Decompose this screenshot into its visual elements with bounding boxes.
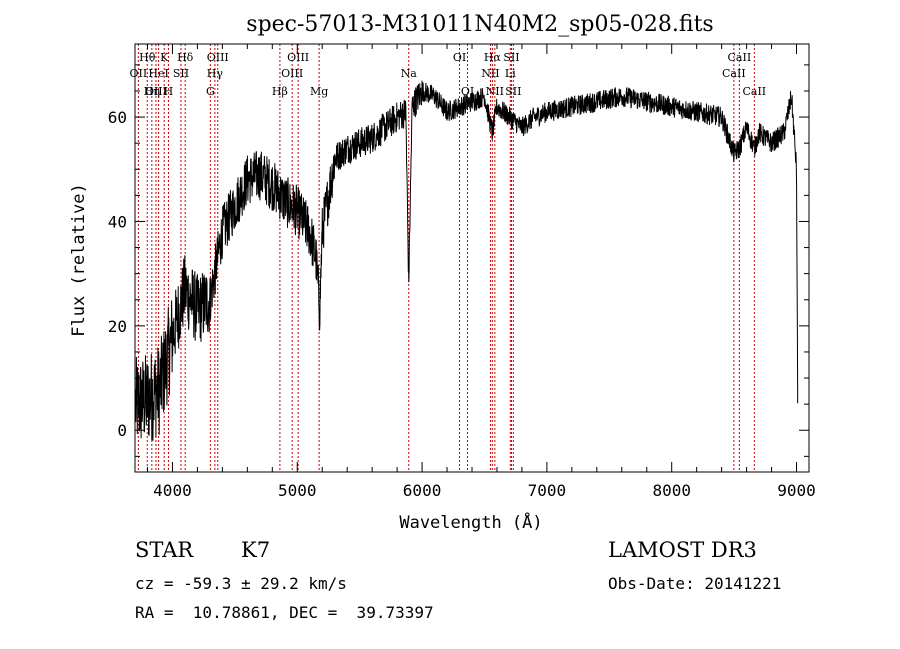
line-label-hη: Hη [144, 85, 160, 98]
line-label-oiii: OIII [145, 85, 167, 98]
line-label-caii: CaII [742, 85, 766, 98]
x-tick-label: 8000 [652, 481, 691, 500]
line-label-mg: Mg [310, 85, 328, 98]
line-label-caii: CaII [728, 51, 752, 64]
line-label-hγ: Hγ [207, 67, 224, 80]
redshift-cz: cz = -59.3 ± 29.2 km/s [135, 574, 347, 593]
line-label-caii: CaII [722, 67, 746, 80]
y-tick-label: 20 [108, 317, 127, 336]
line-label-oii: OII [130, 67, 148, 80]
line-label-sii: SII [503, 51, 519, 64]
x-tick-label: 4000 [153, 481, 192, 500]
x-axis-label: Wavelength (Å) [399, 511, 542, 533]
y-axis-ticks: 0 20 40 60 [108, 64, 809, 457]
line-label-g: G [206, 85, 215, 98]
coordinates: RA = 10.78861, DEC = 39.73397 [135, 603, 434, 622]
line-label-sii: SII [505, 85, 521, 98]
object-class: STAR [135, 538, 194, 562]
line-label-h: H [164, 85, 174, 98]
line-label-sii: SII [173, 67, 189, 80]
y-axis-label: Flux (relative) [69, 183, 89, 337]
x-tick-label: 9000 [777, 481, 816, 500]
chart-title: spec-57013-M31011N40M2_sp05-028.fits [246, 12, 713, 37]
object-subclass: K7 [241, 538, 271, 562]
y-tick-label: 60 [108, 108, 127, 127]
line-label-oi: OI [453, 51, 466, 64]
line-label-oiii: OIII [281, 67, 303, 80]
spectral-line-labels: OIIHθHηOIIIHeIKHSIIHδGHγOIIIHβOIIIOIIIMg… [130, 51, 767, 98]
line-label-na: Na [401, 67, 418, 80]
y-tick-label: 40 [108, 212, 127, 231]
line-label-oiii: OIII [207, 51, 229, 64]
line-label-hα: Hα [484, 51, 502, 64]
spectrum-line [135, 80, 799, 441]
line-label-hβ: Hβ [272, 85, 288, 98]
line-label-hδ: Hδ [177, 51, 194, 64]
x-tick-label: 5000 [278, 481, 317, 500]
line-label-nii: NII [481, 67, 499, 80]
y-tick-label: 0 [117, 421, 127, 440]
line-label-hθ: Hθ [139, 51, 156, 64]
survey-name: LAMOST DR3 [608, 538, 757, 562]
line-label-hei: HeI [148, 67, 168, 80]
line-label-oiii: OIII [287, 51, 309, 64]
line-label-nii: NII [486, 85, 504, 98]
line-label-li: Li [505, 67, 516, 80]
x-tick-label: 7000 [528, 481, 567, 500]
x-tick-label: 6000 [403, 481, 442, 500]
observation-date: Obs-Date: 20141221 [608, 574, 782, 593]
x-axis-ticks: 4000 5000 6000 7000 8000 9000 [146, 44, 816, 500]
line-label-k: K [160, 51, 169, 64]
